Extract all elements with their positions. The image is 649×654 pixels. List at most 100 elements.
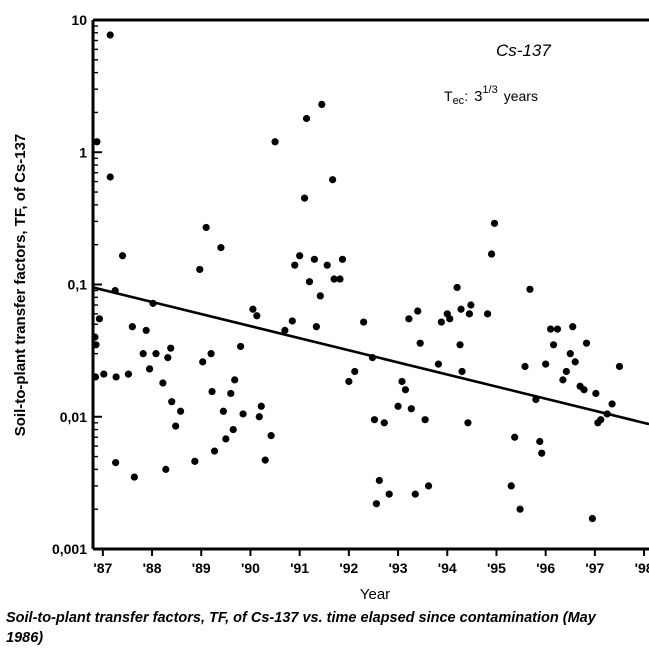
data-point bbox=[416, 339, 424, 347]
data-point bbox=[338, 255, 347, 263]
data-point bbox=[257, 402, 265, 410]
data-point bbox=[597, 416, 605, 424]
data-point bbox=[411, 490, 419, 498]
data-point bbox=[196, 265, 204, 274]
data-point bbox=[162, 465, 170, 473]
data-point bbox=[237, 342, 245, 351]
x-tick-label: '95 bbox=[487, 560, 506, 576]
data-point bbox=[139, 350, 147, 358]
y-tick-label: 1 bbox=[79, 144, 87, 160]
data-point bbox=[168, 398, 176, 406]
data-point bbox=[592, 389, 600, 398]
data-point bbox=[222, 435, 230, 443]
data-point bbox=[267, 432, 275, 440]
annotation-tec-prefix: T bbox=[444, 88, 453, 104]
data-point bbox=[152, 350, 160, 358]
data-point bbox=[456, 341, 464, 349]
data-point bbox=[464, 419, 472, 427]
data-point bbox=[95, 315, 103, 323]
data-point bbox=[124, 370, 133, 378]
data-point bbox=[227, 389, 235, 398]
data-point bbox=[467, 301, 475, 309]
data-point bbox=[106, 31, 114, 39]
data-point bbox=[261, 456, 269, 464]
x-tick-label: '88 bbox=[143, 560, 162, 576]
data-point bbox=[92, 341, 100, 349]
x-tick-label: '90 bbox=[241, 560, 260, 576]
y-tick-label: 0,1 bbox=[68, 277, 88, 293]
data-points bbox=[91, 31, 624, 523]
data-point bbox=[588, 514, 597, 523]
data-point bbox=[526, 285, 534, 293]
chart: 0,001 0,01 0,1 1 10 '87 '88 '89 '90 '91 '92 '93 '94… bbox=[12, 12, 649, 600]
x-tick-label: '97 bbox=[585, 560, 604, 576]
data-point bbox=[336, 275, 344, 283]
x-tick-label: '96 bbox=[536, 560, 555, 576]
data-point bbox=[559, 376, 567, 384]
data-point bbox=[608, 400, 616, 408]
data-point bbox=[176, 407, 185, 415]
data-point bbox=[405, 315, 413, 323]
data-point bbox=[582, 339, 591, 347]
data-point bbox=[414, 307, 422, 315]
data-point bbox=[536, 437, 544, 446]
data-point bbox=[553, 325, 562, 333]
y-tick-label: 10 bbox=[71, 12, 87, 28]
data-point bbox=[421, 416, 429, 424]
data-point bbox=[91, 333, 99, 341]
x-tick-label: '93 bbox=[389, 560, 408, 576]
data-point bbox=[217, 244, 225, 252]
data-point bbox=[375, 476, 383, 485]
data-point bbox=[191, 457, 199, 465]
data-point bbox=[159, 379, 167, 387]
data-point bbox=[484, 310, 492, 318]
data-point bbox=[538, 449, 546, 457]
x-ticks: '87 '88 '89 '90 '91 '92 '93 '94 '95 '96 '97 '98 bbox=[93, 549, 649, 576]
data-point bbox=[549, 341, 558, 349]
y-tick-label: 0,01 bbox=[60, 409, 87, 425]
data-point bbox=[172, 422, 180, 430]
data-point bbox=[372, 500, 381, 508]
data-point bbox=[380, 419, 388, 427]
data-point bbox=[310, 255, 319, 263]
data-point bbox=[569, 323, 577, 331]
data-point bbox=[142, 326, 150, 334]
data-point bbox=[207, 350, 215, 358]
data-point bbox=[281, 326, 289, 334]
annotation-tec-base: 3 bbox=[474, 88, 482, 105]
data-point bbox=[208, 387, 216, 396]
annotation-tec-unit: years bbox=[504, 88, 538, 104]
data-point bbox=[316, 292, 324, 300]
data-point bbox=[385, 490, 393, 498]
data-point bbox=[345, 377, 353, 386]
data-point bbox=[271, 138, 279, 146]
data-point bbox=[521, 362, 529, 371]
figure-caption: Soil-to-plant transfer factors, TF, of C… bbox=[6, 610, 596, 646]
data-point bbox=[255, 413, 263, 421]
data-point bbox=[546, 325, 555, 333]
data-point bbox=[112, 373, 120, 381]
data-point bbox=[296, 252, 304, 260]
data-point bbox=[302, 114, 311, 123]
data-point bbox=[516, 505, 524, 513]
annotation-tec-sup: 1/3 bbox=[482, 84, 497, 96]
data-point bbox=[580, 386, 588, 394]
data-point bbox=[202, 223, 210, 232]
data-point bbox=[458, 367, 466, 376]
data-point bbox=[100, 370, 108, 378]
data-point bbox=[106, 173, 114, 181]
data-point bbox=[199, 358, 207, 366]
data-point bbox=[118, 252, 127, 260]
data-point bbox=[219, 407, 227, 415]
annotation-tec-sep: : bbox=[464, 88, 468, 104]
data-point bbox=[330, 275, 338, 283]
data-point bbox=[231, 376, 239, 384]
data-point bbox=[542, 360, 550, 368]
data-point bbox=[91, 373, 100, 381]
data-point bbox=[437, 318, 445, 326]
data-point bbox=[360, 318, 368, 326]
data-point bbox=[490, 219, 499, 227]
data-point bbox=[370, 416, 379, 424]
data-point bbox=[164, 354, 172, 362]
data-point bbox=[130, 473, 138, 481]
